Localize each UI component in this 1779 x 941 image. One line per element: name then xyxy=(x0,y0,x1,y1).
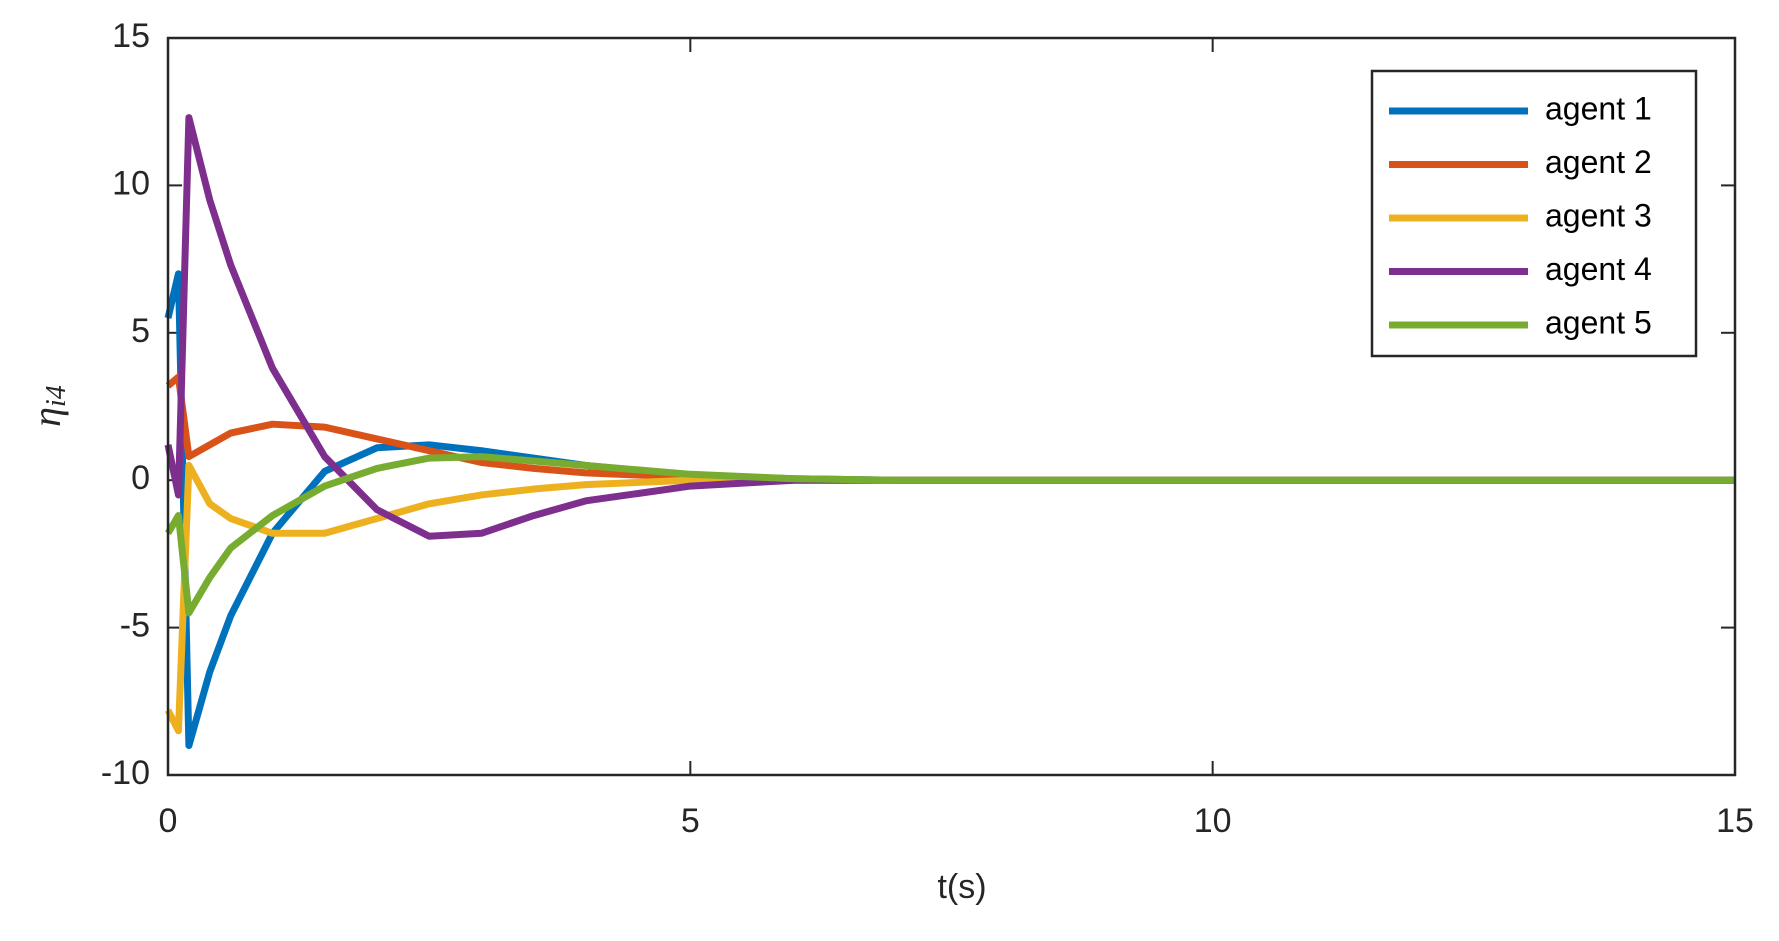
legend-label: agent 5 xyxy=(1545,304,1652,340)
legend-label: agent 3 xyxy=(1545,197,1652,233)
legend-box xyxy=(1370,69,1698,358)
x-tick-label: 5 xyxy=(681,802,700,840)
y-tick-label: 10 xyxy=(112,164,150,202)
x-axis-label: t(s) xyxy=(937,868,986,906)
y-axis-label: ηi4 xyxy=(24,385,72,427)
y-tick-label: 15 xyxy=(112,17,150,55)
x-tick-label: 0 xyxy=(159,802,178,840)
y-tick-label: 0 xyxy=(131,459,150,497)
y-tick-label: -5 xyxy=(120,607,150,645)
y-tick-label: 5 xyxy=(131,312,150,350)
legend-label: agent 1 xyxy=(1545,90,1652,126)
legend-label: agent 2 xyxy=(1545,144,1652,180)
legend: agent 1 agent 2 agent 3 agent 4 agent 5 xyxy=(1370,69,1698,358)
x-tick-label: 15 xyxy=(1716,802,1754,840)
plot-frame xyxy=(166,36,1737,777)
series-line xyxy=(164,453,1735,617)
x-tick-label: 10 xyxy=(1194,802,1232,840)
y-label-sub: i4 xyxy=(41,385,72,407)
legend-label: agent 4 xyxy=(1545,251,1652,287)
y-label-main: η xyxy=(24,407,69,427)
y-tick-label: -10 xyxy=(101,754,150,792)
